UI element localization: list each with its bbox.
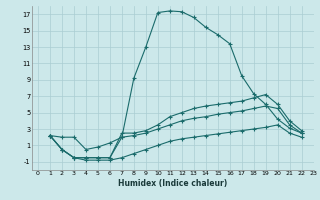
- X-axis label: Humidex (Indice chaleur): Humidex (Indice chaleur): [118, 179, 228, 188]
